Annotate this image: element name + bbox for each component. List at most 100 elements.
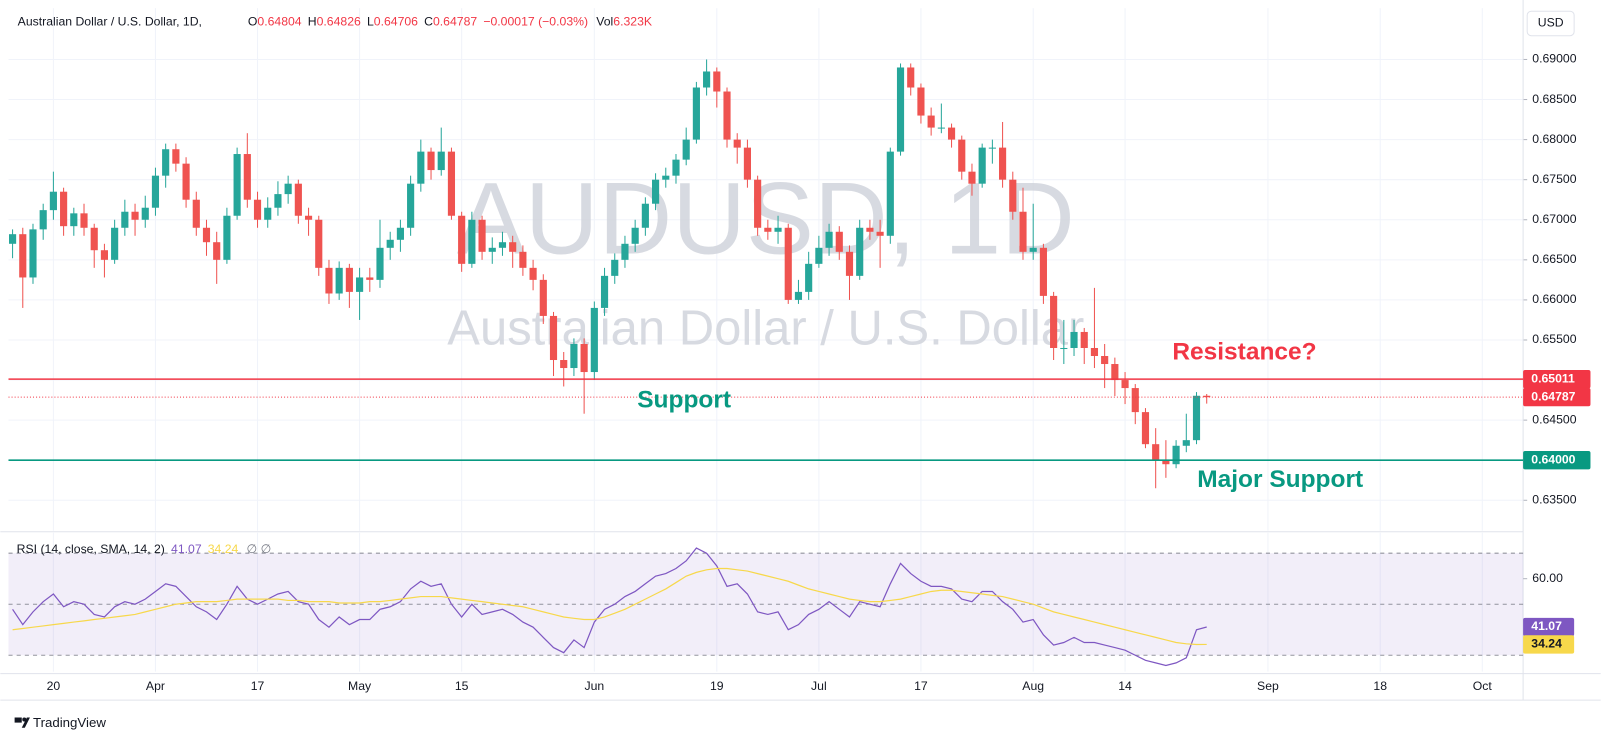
candle-body bbox=[876, 231, 884, 236]
y-tick-label: 0.67000 bbox=[1532, 212, 1576, 226]
currency-label[interactable]: USD bbox=[1538, 16, 1564, 30]
candle-body bbox=[866, 227, 874, 232]
candle-body bbox=[1152, 444, 1160, 461]
candle-body bbox=[304, 215, 313, 220]
candle-body bbox=[958, 139, 966, 172]
ohlc-value: 0.64826 bbox=[317, 15, 361, 29]
candle-body bbox=[784, 227, 792, 300]
candle-body bbox=[182, 163, 190, 200]
logo-mark[interactable] bbox=[21, 717, 30, 728]
candle-body bbox=[213, 242, 221, 260]
ohlc-label: L bbox=[367, 15, 374, 29]
candle-body bbox=[1121, 380, 1129, 389]
x-tick-label: 18 bbox=[1373, 679, 1387, 693]
candle-body bbox=[315, 219, 323, 268]
brand-name[interactable]: TradingView bbox=[33, 715, 106, 730]
currency-button[interactable] bbox=[1526, 10, 1575, 37]
indicator-title: RSI (14, close, SMA, 14, 2) bbox=[17, 542, 165, 556]
ohlc-value: 0.64804 bbox=[257, 15, 301, 29]
candle-body bbox=[345, 267, 353, 292]
x-tick-label: Jun bbox=[584, 679, 604, 693]
candle-body bbox=[19, 234, 27, 278]
candle-body bbox=[621, 243, 629, 260]
price-tag bbox=[1523, 387, 1591, 407]
x-tick-label: 17 bbox=[914, 679, 928, 693]
y-tick-label: 60.00 bbox=[1532, 571, 1563, 585]
candle-body bbox=[1009, 179, 1017, 212]
y-tick-label: 0.67500 bbox=[1532, 172, 1576, 186]
price-tag-label: 0.64787 bbox=[1531, 389, 1575, 403]
x-tick-label: Apr bbox=[146, 679, 165, 693]
x-tick-label: May bbox=[348, 679, 372, 693]
candle-body bbox=[192, 199, 200, 228]
x-tick-label: 15 bbox=[455, 679, 469, 693]
candle-body bbox=[100, 250, 109, 260]
indicator-tag-label: 34.24 bbox=[1531, 637, 1562, 651]
candle-body bbox=[1039, 247, 1047, 296]
candle-body bbox=[356, 277, 364, 292]
candle-body bbox=[1080, 331, 1088, 348]
annotation: Resistance? bbox=[1172, 339, 1316, 366]
candle-body bbox=[202, 227, 211, 243]
candle-body bbox=[560, 360, 568, 369]
candle-body bbox=[794, 291, 803, 300]
logo-mark[interactable] bbox=[14, 717, 22, 723]
x-tick-label: 17 bbox=[251, 679, 265, 693]
candle-body bbox=[682, 139, 690, 160]
candle-body bbox=[49, 191, 57, 211]
symbol-legend: Australian Dollar / U.S. Dollar, 1D, O0.6… bbox=[18, 15, 653, 29]
candle-body bbox=[111, 227, 119, 260]
price-tag-label: 0.64000 bbox=[1531, 452, 1575, 466]
candle-body bbox=[937, 127, 945, 129]
candle-body bbox=[672, 159, 680, 176]
candle-body bbox=[264, 207, 272, 220]
indicator-tag bbox=[1523, 617, 1575, 637]
candle-body bbox=[1070, 331, 1078, 348]
volume-value: 6.323K bbox=[613, 15, 653, 29]
ohlc-label: H bbox=[308, 15, 317, 29]
candle-body bbox=[519, 251, 527, 268]
candle-body bbox=[651, 179, 660, 204]
candle-body bbox=[121, 211, 129, 228]
candle-body bbox=[498, 242, 507, 248]
indicator-line bbox=[12, 567, 1207, 646]
x-tick-label: 19 bbox=[710, 679, 724, 693]
candle-body bbox=[1019, 211, 1027, 252]
annotation: Major Support bbox=[1197, 466, 1363, 493]
candle-body bbox=[70, 213, 78, 227]
price-tag bbox=[1523, 451, 1591, 470]
candle-body bbox=[1131, 388, 1139, 413]
candle-body bbox=[1090, 347, 1099, 357]
candle-body bbox=[90, 227, 98, 251]
y-tick-label: 0.68000 bbox=[1532, 132, 1576, 146]
candle-body bbox=[131, 211, 139, 220]
x-tick-label: 20 bbox=[47, 679, 61, 693]
indicator-value: 34.24 bbox=[208, 542, 239, 556]
candle-body bbox=[580, 343, 588, 373]
ohlc-value: 0.64787 bbox=[433, 15, 477, 29]
candle-body bbox=[539, 279, 547, 316]
indicator-value: 41.07 bbox=[171, 542, 202, 556]
indicator-tag-label: 41.07 bbox=[1531, 619, 1562, 633]
candle-body bbox=[274, 194, 282, 208]
candle-body bbox=[825, 231, 833, 248]
candle-body bbox=[988, 147, 996, 149]
candle-body bbox=[947, 127, 956, 140]
y-tick-label: 0.63500 bbox=[1532, 493, 1576, 507]
candle-body bbox=[713, 71, 721, 92]
price-tag-label: 0.65011 bbox=[1531, 371, 1575, 385]
candle-body bbox=[1101, 356, 1109, 365]
candle-body bbox=[1162, 460, 1170, 465]
x-tick-label: Jul bbox=[811, 679, 827, 693]
candle-body bbox=[478, 219, 486, 252]
candle-body bbox=[39, 210, 47, 230]
tradingview-logo[interactable]: TradingView bbox=[14, 715, 107, 730]
candle-body bbox=[927, 115, 935, 128]
candle-body bbox=[896, 67, 905, 152]
candle-body bbox=[29, 229, 37, 278]
indicator-tag bbox=[1523, 635, 1575, 654]
candle-body bbox=[1050, 295, 1058, 348]
candle-body bbox=[1141, 412, 1150, 445]
symbol-name: Australian Dollar / U.S. Dollar, 1D, bbox=[18, 15, 202, 29]
